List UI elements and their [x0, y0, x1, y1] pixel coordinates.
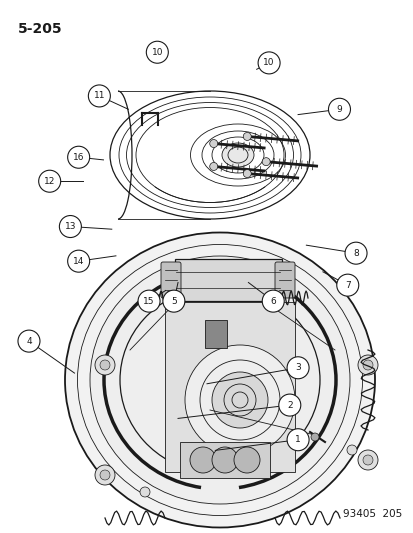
- Text: 5: 5: [171, 297, 176, 305]
- Text: 12: 12: [44, 177, 55, 185]
- Circle shape: [211, 372, 267, 428]
- Circle shape: [209, 163, 217, 171]
- Circle shape: [211, 447, 237, 473]
- Text: 6: 6: [270, 297, 275, 305]
- Circle shape: [162, 290, 185, 312]
- Text: 4: 4: [26, 337, 32, 345]
- FancyBboxPatch shape: [161, 262, 180, 298]
- Ellipse shape: [221, 143, 254, 167]
- Text: 10: 10: [263, 59, 274, 67]
- Text: 7: 7: [344, 281, 350, 289]
- FancyBboxPatch shape: [204, 320, 226, 348]
- Ellipse shape: [90, 256, 349, 504]
- Circle shape: [362, 360, 372, 370]
- Circle shape: [243, 133, 251, 141]
- Circle shape: [140, 487, 150, 497]
- Circle shape: [261, 290, 284, 312]
- Text: 16: 16: [73, 153, 84, 161]
- Text: 1: 1: [294, 435, 300, 444]
- Circle shape: [67, 250, 90, 272]
- Circle shape: [328, 98, 350, 120]
- Text: 8: 8: [352, 249, 358, 257]
- Circle shape: [310, 433, 318, 441]
- Circle shape: [357, 450, 377, 470]
- Circle shape: [286, 357, 309, 379]
- Circle shape: [261, 158, 270, 166]
- Circle shape: [344, 242, 366, 264]
- Circle shape: [199, 360, 279, 440]
- Circle shape: [223, 384, 255, 416]
- Circle shape: [38, 170, 61, 192]
- Circle shape: [346, 445, 356, 455]
- Circle shape: [185, 345, 294, 455]
- FancyBboxPatch shape: [175, 259, 281, 301]
- Circle shape: [336, 274, 358, 296]
- Circle shape: [209, 140, 217, 148]
- FancyBboxPatch shape: [180, 442, 269, 478]
- Circle shape: [95, 355, 115, 375]
- Circle shape: [88, 85, 110, 107]
- Circle shape: [243, 169, 251, 177]
- Circle shape: [100, 470, 110, 480]
- Text: 93405  205: 93405 205: [342, 509, 401, 519]
- Circle shape: [67, 146, 90, 168]
- Circle shape: [278, 394, 300, 416]
- Circle shape: [233, 447, 259, 473]
- Text: 13: 13: [64, 222, 76, 231]
- Ellipse shape: [228, 147, 247, 163]
- Text: 11: 11: [93, 92, 105, 100]
- Text: 14: 14: [73, 257, 84, 265]
- Circle shape: [100, 360, 110, 370]
- Text: 10: 10: [151, 48, 163, 56]
- Circle shape: [95, 465, 115, 485]
- Text: 15: 15: [143, 297, 154, 305]
- Text: 3: 3: [294, 364, 300, 372]
- Text: 9: 9: [336, 105, 342, 114]
- Circle shape: [257, 52, 280, 74]
- Circle shape: [146, 41, 168, 63]
- Circle shape: [286, 429, 309, 451]
- Ellipse shape: [65, 232, 374, 528]
- FancyBboxPatch shape: [165, 302, 294, 472]
- Text: 2: 2: [286, 401, 292, 409]
- Circle shape: [362, 455, 372, 465]
- Circle shape: [357, 355, 377, 375]
- Circle shape: [138, 290, 160, 312]
- Circle shape: [59, 215, 81, 238]
- Circle shape: [231, 392, 247, 408]
- Circle shape: [18, 330, 40, 352]
- Circle shape: [190, 447, 216, 473]
- FancyBboxPatch shape: [274, 262, 294, 298]
- Text: 5-205: 5-205: [18, 22, 62, 36]
